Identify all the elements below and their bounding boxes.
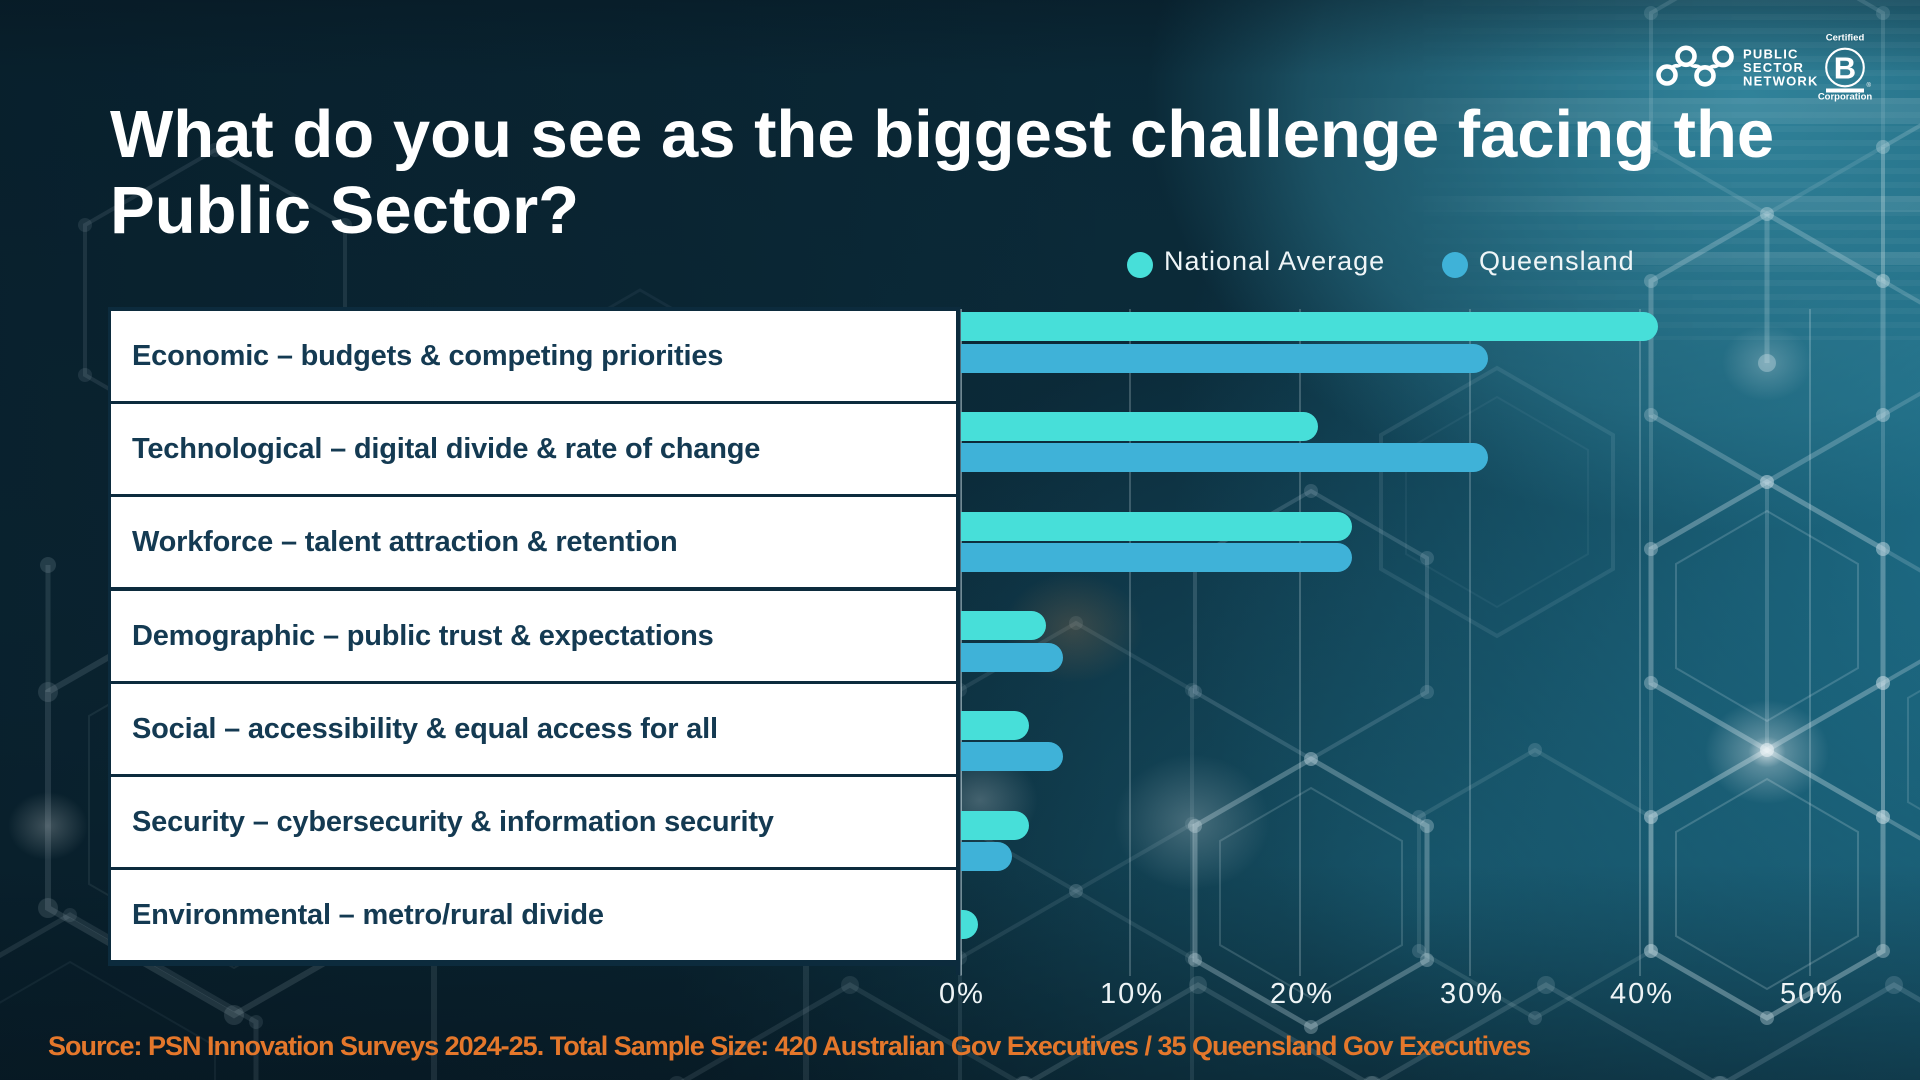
svg-text:NETWORK: NETWORK bbox=[1743, 74, 1819, 89]
svg-text:SECTOR: SECTOR bbox=[1743, 60, 1804, 75]
svg-text:B: B bbox=[1834, 51, 1856, 86]
svg-text:PUBLIC: PUBLIC bbox=[1743, 46, 1799, 61]
svg-text:®: ® bbox=[1867, 82, 1872, 89]
svg-text:Certified: Certified bbox=[1826, 33, 1865, 44]
svg-text:Corporation: Corporation bbox=[1818, 92, 1873, 103]
